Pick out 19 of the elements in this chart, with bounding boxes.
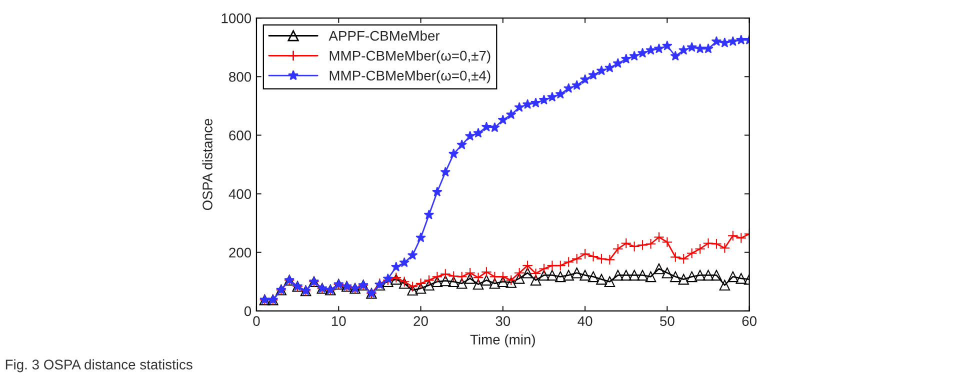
y-tick-label: 400 [228,189,252,199]
y-tick-label: 200 [229,248,252,258]
legend-label: MMP-CBMeMber(ω=0,±4) [330,70,490,84]
y-axis-title: OSPA distance [202,118,212,210]
x-tick-label: 40 [578,316,592,326]
x-tick-label: 20 [414,316,428,326]
legend-label: MMP-CBMeMber(ω=0,±7) [330,50,490,64]
x-tick-label: 60 [742,316,757,326]
x-tick-label: 50 [660,316,674,326]
y-tick-label: 800 [229,72,252,82]
x-tick-label: 10 [332,316,346,326]
legend-label: APPF-CBMeMber [328,30,440,41]
y-tick-label: 1000 [222,13,252,24]
y-tick-label: 0 [244,306,252,316]
x-tick-label: 0 [253,316,260,326]
x-tick-label: 30 [496,316,510,326]
caption: Fig. 3 OSPA distance statistics [6,359,192,372]
x-axis-title: Time (min) [470,334,535,348]
y-tick-label: 600 [229,130,252,140]
